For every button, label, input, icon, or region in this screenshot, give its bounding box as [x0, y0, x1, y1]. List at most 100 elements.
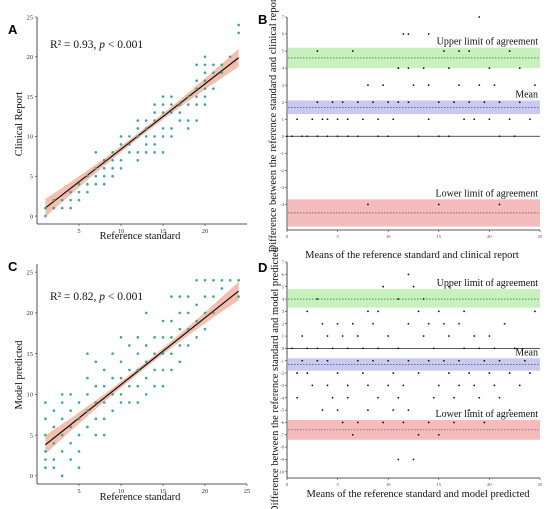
panel-b-point [448, 67, 450, 70]
panel-b-y-tick-label: 0 [282, 134, 285, 139]
panel-d-point [387, 384, 390, 387]
panel-b-point [508, 118, 511, 121]
panel-c-x-tick-label: 15 [160, 488, 167, 495]
panel-c-point [170, 352, 173, 355]
panel-c-point [44, 401, 47, 404]
panel-d-point [407, 273, 410, 276]
panel-b-point [341, 101, 344, 104]
panel-c-point [69, 425, 72, 429]
panel-a-point [161, 135, 165, 138]
panel-c-point [161, 352, 165, 355]
panel-a-x-tick-label: 5 [77, 228, 80, 235]
panel-b-point [427, 118, 430, 121]
panel-b-point [397, 67, 400, 70]
panel-d-point [316, 359, 319, 362]
panel-d-point [448, 285, 450, 288]
panel-c-point [195, 319, 198, 323]
panel-c-point [94, 401, 98, 404]
panel-d-y-tick-label: -5 [280, 408, 284, 413]
panel-d-point [417, 310, 420, 313]
panel-c-y-tick-label: 20 [27, 310, 34, 317]
panel-a-point [94, 166, 98, 170]
panel-a-point [144, 135, 148, 138]
panel-d-point [356, 421, 359, 424]
panel-a-y-tick-label: 20 [27, 54, 34, 61]
panel-d-point [336, 372, 339, 374]
panel-d-point [301, 335, 304, 337]
panel-c-point [94, 384, 98, 388]
panel-d-point [523, 359, 526, 362]
panel-letter-d: D [258, 260, 267, 275]
panel-c-y-tick-label: 0 [30, 473, 33, 480]
panel-c-point [161, 319, 165, 323]
panel-b-point [498, 101, 501, 104]
panel-d-point [387, 335, 390, 337]
panel-a-point [86, 182, 89, 186]
panel-c-point [60, 450, 64, 453]
panel-a-y-tick-label: 0 [30, 213, 33, 220]
panel-d-y-tick-label: 6 [282, 272, 285, 277]
panel-b-point [377, 135, 379, 138]
panel-c-ylabel: Model predicted [14, 340, 25, 410]
panel-c-point [86, 425, 89, 429]
panel-a-point [186, 127, 190, 130]
panel-d-point [518, 384, 521, 387]
panel-c-point [69, 441, 72, 445]
panel-d-y-tick-label: -8 [280, 445, 284, 450]
panel-c-point [144, 344, 148, 347]
panel-d-point [493, 384, 496, 387]
panel-d-x-tick-label: 20 [487, 482, 492, 487]
panel-c-point [153, 368, 156, 372]
panel-d-point [392, 372, 395, 374]
panel-c-y-tick-label: 15 [27, 351, 34, 358]
panel-d-point [356, 335, 359, 337]
panel-a-point [94, 174, 98, 178]
panel-c-point [178, 327, 182, 331]
panel-c-point [161, 368, 165, 372]
panel-b-point [483, 101, 486, 104]
panel-a-point [119, 159, 123, 162]
panel-c-point [170, 336, 173, 339]
panel-d-point [417, 372, 420, 374]
panel-d-point [367, 409, 369, 412]
panel-b-point [311, 118, 314, 121]
panel-c-point [77, 433, 81, 437]
panel-c-point [60, 393, 64, 396]
panel-a-point [161, 103, 165, 106]
panel-letter-c: C [8, 259, 18, 274]
panel-b-point [498, 203, 501, 206]
panel-a-point [161, 111, 165, 114]
panel-d-point [316, 347, 319, 350]
panel-a-y-tick-label: 15 [27, 94, 34, 101]
panel-a-point [195, 79, 198, 82]
panel-d-point [468, 409, 471, 412]
panel-d-point [397, 458, 400, 461]
panel-b-point [356, 101, 359, 104]
panel-a-point [144, 119, 148, 122]
panel-c-point [195, 336, 198, 339]
panel-d-point [407, 322, 410, 325]
panel-a-point [44, 214, 47, 218]
panel-b-point [422, 67, 425, 70]
panel-b-point [301, 135, 304, 138]
panel-d-x-tick-label: 15 [437, 482, 442, 487]
panel-d-point [362, 372, 364, 374]
panel-d-point [528, 372, 531, 374]
panel-b-point [407, 67, 410, 70]
panel-b-point [346, 135, 349, 138]
panel-d-point [442, 322, 445, 325]
panel-c-point [60, 433, 64, 437]
panel-c-point [52, 458, 56, 461]
panel-a-point [44, 206, 47, 210]
panel-d-point [397, 396, 400, 399]
panel-d-point [377, 310, 379, 313]
panel-a-point [212, 87, 215, 90]
panel-a-point [136, 127, 140, 130]
panel-d-y-tick-label: -9 [280, 457, 284, 462]
panel-b-y-tick-label: -1 [280, 151, 284, 156]
panel-b-point [498, 135, 501, 138]
panel-a-point [128, 143, 131, 146]
panel-d-point [488, 335, 491, 337]
panel-c-point [111, 393, 114, 396]
panel-c-point [119, 336, 123, 339]
